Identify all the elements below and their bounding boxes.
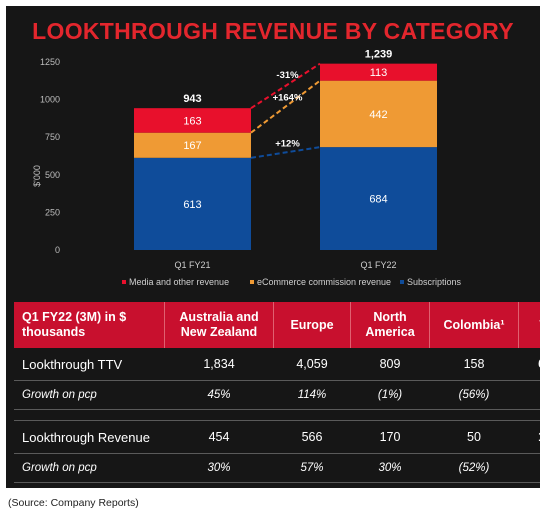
table-cell: 170 [350,420,430,454]
row-spacer [14,409,540,421]
table-cell: (56%) [429,380,519,410]
growth-label: +12% [275,138,300,149]
table-cell: (1%) [350,380,430,410]
growth-connector [250,79,321,134]
data-label: 684 [369,194,387,206]
column-header: Q1 FY22 (3M) in $ thousands [14,302,165,348]
bar-segment-subscriptions [134,157,251,250]
table-cell: 58% [518,380,540,410]
table-cell: 50 [429,420,519,454]
total-label: 1,239 [365,49,393,61]
legend-swatch [400,280,404,284]
table-cell: 30% [350,453,430,483]
growth-connector [250,62,321,110]
legend-entry: Media and other revenue [129,277,229,287]
data-label: 113 [370,67,388,79]
table-cell: 57% [273,453,351,483]
bar-segment-ecommerce-commission-revenue [134,132,251,158]
bar-segment-ecommerce-commission-revenue [320,80,437,148]
x-tick-label: Q1 FY22 [360,260,396,270]
column-header: Europe [273,302,351,348]
y-tick-label: 0 [55,245,60,255]
slide-panel: LOOKTHROUGH REVENUE BY CATEGORY 0 250 500 7… [6,6,540,488]
column-header: Colombia¹ [429,302,519,348]
data-label: 163 [183,115,201,127]
table-row: Lookthrough Revenue454566170501,239 [14,420,540,454]
bar-segment-media-and-other-revenue [134,108,251,133]
row-label: Lookthrough TTV [14,348,165,381]
table-cell: 6,860 [518,348,540,381]
row-label: Growth on pcp [14,380,165,410]
bar-segment-media-and-other-revenue [320,63,437,81]
data-label: 442 [369,109,387,121]
legend-swatch [122,280,126,284]
table-cell: 4,059 [273,348,351,381]
table-cell: 1,239 [518,420,540,454]
chart-title: LOOKTHROUGH REVENUE BY CATEGORY [32,18,514,44]
table-cell: 158 [429,348,519,381]
legend-swatch [250,280,254,284]
total-label: 943 [183,93,201,105]
growth-label: +164% [273,93,303,104]
data-label: 167 [183,140,201,152]
table-cell: 30% [164,453,274,483]
y-axis-label: $'000 [32,165,42,187]
y-tick-label: 750 [45,132,60,142]
row-label: Lookthrough Revenue [14,420,165,454]
bar-segment-subscriptions [320,147,437,250]
growth-connector [250,146,321,159]
revenue-table: Q1 FY22 (3M) in $ thousands Australia and… [14,302,540,483]
data-label: 613 [183,199,201,211]
row-label: Growth on pcp [14,453,165,483]
table-cell: 454 [164,420,274,454]
column-header: Australia and New Zealand [164,302,274,348]
column-header: North America [350,302,430,348]
table-cell: 566 [273,420,351,454]
legend-entry: eCommerce commission revenue [257,277,391,287]
table-cell: 45% [164,380,274,410]
table-cell: 1,834 [164,348,274,381]
table-cell: 114% [273,380,351,410]
table-header-row: Q1 FY22 (3M) in $ thousands Australia and… [14,302,540,348]
stacked-bar-chart: 0 250 500 750 1000 1250 $'000 613 167 163 943 Q1 FY… [32,49,462,287]
y-tick-label: 250 [45,207,60,217]
y-tick-label: 500 [45,170,60,180]
source-note: (Source: Company Reports) [8,497,139,509]
legend-entry: Subscriptions [407,277,462,287]
table-cell: (52%) [429,453,519,483]
table-cell: 809 [350,348,430,381]
column-header: Total [518,302,540,348]
y-tick-label: 1000 [40,95,60,105]
y-tick-label: 1250 [40,57,60,67]
growth-label: -31% [276,70,299,81]
table-cell: 31% [518,453,540,483]
x-tick-label: Q1 FY21 [174,260,210,270]
